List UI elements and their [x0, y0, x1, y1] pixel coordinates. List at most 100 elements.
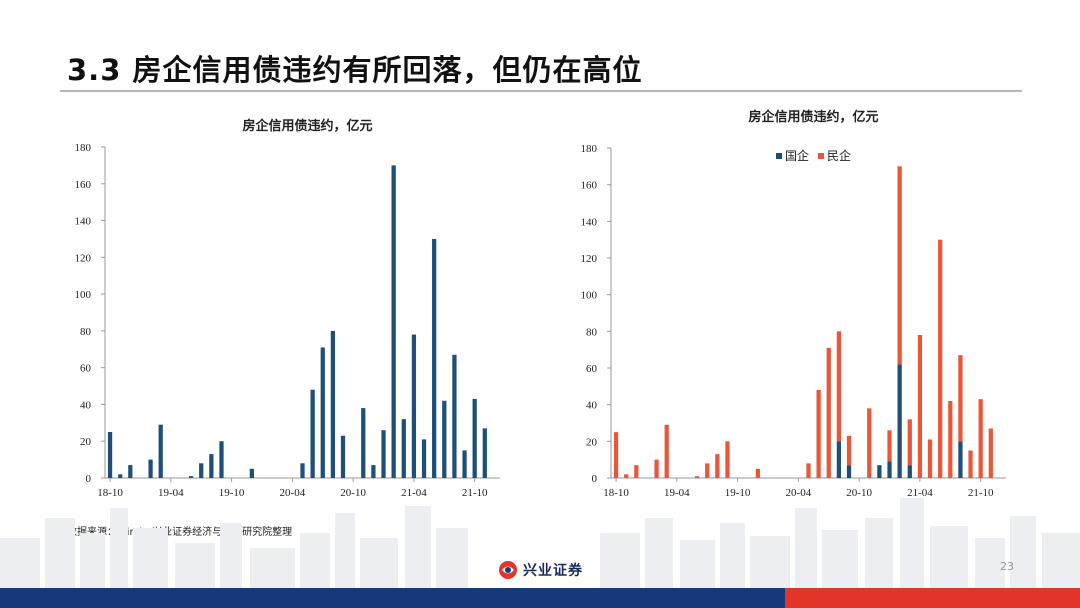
page-number: 23 — [1000, 560, 1014, 573]
chart-title: 房企信用债违约，亿元 — [748, 109, 878, 125]
legend-label: 民企 — [827, 148, 851, 163]
bar-private — [836, 331, 842, 442]
x-tick-label: 18-10 — [603, 487, 629, 499]
bar — [432, 238, 437, 478]
company-logo: 兴业证券 — [498, 560, 583, 580]
bar-private — [978, 399, 983, 478]
bar — [199, 463, 204, 478]
y-tick-label: 40 — [586, 400, 598, 412]
bar-soe — [887, 461, 892, 478]
chart-title: 房企信用债违约，亿元 — [242, 118, 372, 134]
bar-soe — [836, 441, 842, 478]
y-tick-label: 180 — [581, 143, 598, 155]
bar-soe — [907, 465, 912, 478]
logo-text: 兴业证券 — [523, 563, 583, 579]
bar-private — [694, 476, 700, 478]
slide-title: 3.3 房企信用债违约有所回落，但仍在高位 — [67, 53, 643, 87]
bar-private — [887, 430, 892, 462]
x-tick-label: 19-04 — [158, 487, 184, 499]
bar-private — [624, 474, 629, 478]
y-tick-label: 80 — [80, 326, 92, 338]
x-tick-label: 21-10 — [968, 487, 994, 499]
y-tick-label: 180 — [75, 142, 92, 154]
bar-private — [826, 347, 831, 478]
y-tick-label: 80 — [586, 326, 598, 338]
bar — [401, 419, 406, 478]
bar — [118, 474, 123, 478]
x-tick-label: 20-10 — [846, 487, 872, 499]
bar-private — [613, 432, 619, 478]
bar-private — [634, 465, 639, 478]
bar-private — [948, 401, 953, 478]
bar — [462, 450, 467, 478]
y-tick-label: 160 — [75, 179, 92, 191]
y-tick-label: 100 — [581, 290, 598, 302]
x-tick-label: 20-04 — [280, 487, 306, 499]
bar — [340, 435, 346, 478]
bar-private — [917, 335, 923, 478]
bar-private — [958, 355, 963, 442]
y-tick-label: 60 — [80, 363, 92, 375]
chart-total-defaults: 房企信用债违约，亿元 0 20 40 60 80 100 120 140 160 180 18-10 1… — [60, 100, 520, 510]
bar-private — [654, 459, 659, 478]
footer-bar-blue — [0, 588, 785, 608]
y-tick-label: 140 — [581, 216, 598, 228]
bar — [209, 454, 214, 478]
title-divider — [60, 90, 1022, 92]
logo-emblem-icon — [499, 561, 517, 579]
legend-label: 国企 — [785, 148, 809, 163]
bar-private — [816, 390, 821, 478]
bar-private — [725, 441, 730, 478]
bar — [330, 330, 336, 478]
legend-swatch — [818, 153, 824, 159]
bar-private — [938, 239, 943, 478]
bar-private — [968, 450, 973, 478]
bar — [442, 400, 447, 478]
bar — [411, 334, 417, 478]
y-tick-label: 100 — [75, 289, 92, 301]
bar — [158, 424, 163, 478]
bar-private — [846, 435, 852, 466]
chart-total-defaults-svg: 房企信用债违约，亿元 0 20 40 60 80 100 120 140 160 180 18-10 1… — [75, 118, 500, 499]
y-tick-label: 0 — [86, 473, 92, 485]
x-tick-label: 19-10 — [219, 487, 245, 499]
x-tick-label: 19-04 — [664, 487, 690, 499]
bar-soe — [958, 441, 963, 478]
bar-private — [715, 454, 720, 478]
bar-private — [927, 439, 933, 478]
y-tick-label: 140 — [75, 216, 92, 228]
x-tick-label: 21-04 — [907, 487, 933, 499]
bar — [421, 439, 427, 478]
y-tick-label: 120 — [581, 253, 598, 265]
y-tick-label: 20 — [586, 436, 598, 448]
bar-private — [897, 166, 902, 365]
y-tick-label: 120 — [75, 252, 92, 264]
bar — [249, 468, 254, 478]
x-tick-label: 18-10 — [97, 487, 123, 499]
city-skyline-decoration — [0, 498, 1080, 590]
bar — [482, 428, 487, 478]
source-note: 数据来源：Wind，兴业证券经济与金融研究院整理 — [67, 527, 293, 538]
bar-private — [664, 424, 669, 478]
chart-defaults-by-ownership-svg: 房企信用债违约，亿元 0 20 40 60 80 100 120 140 160 180 18-10 1… — [581, 109, 1006, 499]
bar-soe — [846, 465, 852, 478]
bar — [128, 465, 133, 478]
bar-soe — [897, 364, 902, 478]
chart-defaults-by-ownership: 房企信用债违约，亿元 0 20 40 60 80 100 120 140 160 180 18-10 1… — [566, 100, 1026, 510]
bar — [361, 408, 366, 478]
x-tick-label: 20-04 — [786, 487, 812, 499]
bar-private — [867, 408, 872, 478]
x-tick-label: 19-10 — [725, 487, 751, 499]
bar — [371, 465, 376, 478]
y-tick-label: 160 — [581, 180, 598, 192]
legend-swatch — [776, 153, 782, 159]
bar — [320, 347, 325, 478]
bar — [391, 165, 396, 478]
bar-private — [988, 428, 993, 478]
bar — [219, 441, 224, 478]
bar — [452, 354, 457, 478]
bar-private — [907, 419, 912, 466]
y-tick-label: 40 — [80, 399, 92, 411]
bar — [310, 389, 315, 478]
x-tick-label: 20-10 — [340, 487, 366, 499]
